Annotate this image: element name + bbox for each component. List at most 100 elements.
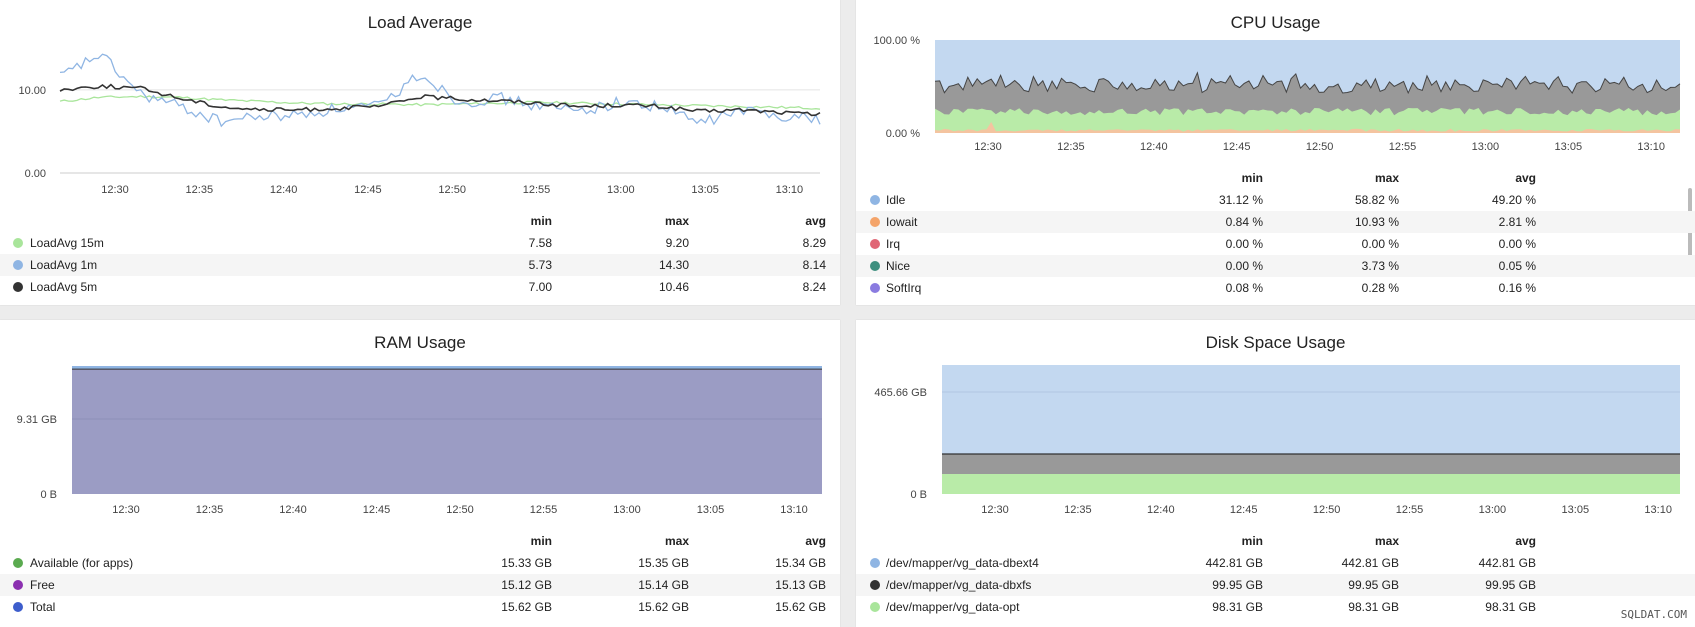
chart-title: RAM Usage [374,333,466,352]
series-color-dot [870,558,880,568]
value-max: 14.30 [658,258,689,272]
value-max: 15.62 GB [638,600,689,614]
x-tick-label: 12:55 [530,504,558,516]
legend-row[interactable]: SoftIrq 0.08 % 0.28 % 0.16 % [856,277,1695,299]
x-tick-label: 12:55 [1396,504,1424,516]
value-avg: 8.24 [802,280,826,294]
value-max: 10.93 % [1354,215,1399,229]
legend-row[interactable]: Available (for apps) 15.33 GB 15.35 GB 1… [0,552,840,574]
x-tick-label: 13:10 [1644,504,1672,516]
x-tick-label: 12:30 [101,184,129,196]
value-min: 15.33 GB [501,556,552,570]
series-color-dot [870,195,880,205]
value-min: 99.95 GB [1212,578,1263,592]
value-avg: 99.95 GB [1485,578,1536,592]
series-name: /dev/mapper/vg_data-dbxfs [886,578,1032,592]
cpu-usage-chart[interactable]: 100.00 % 0.00 % 12:30 12:35 12:40 12:45 12:50 1… [856,0,1695,160]
col-min: min [1241,171,1263,185]
value-avg: 442.81 GB [1478,556,1536,570]
load-legend: min max avg LoadAvg 15m 7.58 9.20 8.29 L… [0,210,840,298]
value-min: 31.12 % [1218,193,1263,207]
legend-row[interactable]: LoadAvg 1m 5.73 14.30 8.14 [0,254,840,276]
value-avg: 0.00 % [1498,237,1536,251]
value-avg: 15.62 GB [775,600,826,614]
legend-row[interactable]: /dev/mapper/vg_data-dbext4 442.81 GB 442… [856,552,1695,574]
x-tick-label: 12:40 [279,504,307,516]
value-max: 10.46 [658,280,689,294]
series-color-dot [13,260,23,270]
x-tick-label: 13:05 [1555,141,1583,153]
panel-ram-usage: RAM Usage 9.31 GB 0 B 12:30 12:35 12:40 12:45… [0,320,840,627]
y-tick-label: 0 B [40,489,57,501]
series-name: Nice [886,259,911,273]
x-tick-label: 12:35 [186,184,214,196]
value-min: 0.84 % [1225,215,1263,229]
series-line-top [934,71,1681,95]
x-tick-label: 12:35 [1057,141,1085,153]
series-name: Free [30,578,55,592]
load-average-chart[interactable]: 10.00 0.00 12:30 12:35 12:40 12:45 12:50 12:55 1… [0,0,840,200]
x-tick-label: 12:40 [1147,504,1175,516]
disk-space-chart[interactable]: 465.66 GB 0 B 12:30 12:35 12:40 12:45 12:50 12:… [856,320,1695,520]
x-tick-label: 12:35 [1064,504,1092,516]
ram-legend: min max avg Available (for apps) 15.33 G… [0,530,840,618]
series-color-dot [13,238,23,248]
series-color-dot [870,602,880,612]
series-name: Iowait [886,215,918,229]
series-name: Irq [886,237,901,251]
legend-header: min max avg [0,530,840,552]
area-iowait [935,121,1680,133]
value-avg: 0.05 % [1498,259,1536,273]
value-max: 0.28 % [1361,281,1399,295]
y-tick-label: 9.31 GB [17,414,57,426]
value-avg: 15.34 GB [775,556,826,570]
area-opt [942,474,1680,494]
legend-row[interactable]: Idle 31.12 % 58.82 % 49.20 % [856,189,1695,211]
value-min: 7.00 [528,280,552,294]
series-line-loadavg-5m [59,83,821,117]
series-color-dot [870,261,880,271]
legend-row[interactable]: /dev/mapper/vg_data-opt 98.31 GB 98.31 G… [856,596,1695,618]
legend-row[interactable]: LoadAvg 5m 7.00 10.46 8.24 [0,276,840,298]
col-avg: avg [1515,171,1536,185]
ram-usage-chart[interactable]: 9.31 GB 0 B 12:30 12:35 12:40 12:45 12:50 12:55… [0,320,840,520]
legend-row[interactable]: /dev/mapper/vg_data-dbxfs 99.95 GB 99.95… [856,574,1695,596]
chart-title: CPU Usage [1230,13,1321,32]
series-color-dot [13,602,23,612]
legend-row[interactable]: Iowait 0.84 % 10.93 % 2.81 % [856,211,1695,233]
legend-row[interactable]: Total 15.62 GB 15.62 GB 15.62 GB [0,596,840,618]
value-avg: 0.16 % [1498,281,1536,295]
legend-row[interactable]: LoadAvg 15m 7.58 9.20 8.29 [0,232,840,254]
series-line-loadavg-1m [59,53,821,128]
series-name: Available (for apps) [30,556,134,570]
value-min: 0.08 % [1225,281,1263,295]
cpu-legend: min max avg Idle 31.12 % 58.82 % 49.20 %… [856,167,1695,299]
value-min: 442.81 GB [1205,556,1263,570]
series-name: /dev/mapper/vg_data-dbext4 [886,556,1039,570]
legend-row[interactable]: Irq 0.00 % 0.00 % 0.00 % [856,233,1695,255]
value-avg: 49.20 % [1491,193,1536,207]
panel-cpu-usage: CPU Usage 100.00 % 0.00 % 12:30 12:35 12:40 1… [856,0,1695,305]
chart-title: Disk Space Usage [1205,333,1346,352]
series-line-loadavg-15m [59,95,821,110]
x-tick-label: 13:00 [1472,141,1500,153]
series-name: LoadAvg 5m [30,280,98,294]
x-tick-label: 12:30 [974,141,1002,153]
x-tick-label: 12:30 [112,504,140,516]
legend-row[interactable]: Free 15.12 GB 15.14 GB 15.13 GB [0,574,840,596]
y-tick-label: 10.00 [18,85,46,97]
series-name: LoadAvg 15m [30,236,104,250]
col-avg: avg [805,214,826,228]
series-name: SoftIrq [886,281,922,295]
col-max: max [1374,534,1399,548]
series-color-dot [870,239,880,249]
y-tick-label: 465.66 GB [874,387,927,399]
series-name: LoadAvg 1m [30,258,98,272]
legend-row[interactable]: Nice 0.00 % 3.73 % 0.05 % [856,255,1695,277]
value-max: 98.31 GB [1348,600,1399,614]
legend-header: min max avg [856,167,1695,189]
value-min: 7.58 [528,236,552,250]
col-min: min [1241,534,1263,548]
col-avg: avg [1515,534,1536,548]
col-max: max [664,214,689,228]
